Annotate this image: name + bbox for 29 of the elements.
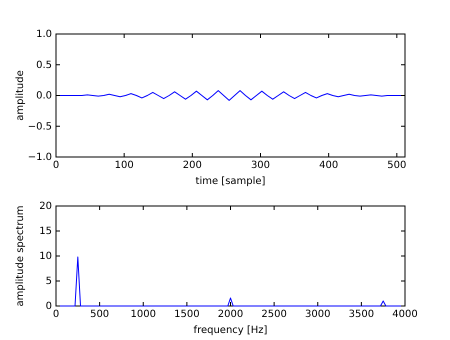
x-tick-label: 500 (387, 160, 406, 172)
x-tick-label: 500 (90, 309, 110, 320)
x-tick-label: 3500 (348, 309, 374, 320)
y-tick-label: 5 (46, 276, 52, 288)
x-tick-label: 2000 (218, 309, 244, 320)
x-axis-title: time [sample] (196, 176, 266, 187)
x-tick-label: 4000 (392, 309, 418, 320)
y-axis-title: amplitude spectrum (15, 205, 26, 307)
y-tick-label: 1.0 (36, 29, 52, 40)
x-tick-label: 1000 (130, 309, 156, 320)
x-tick-label: 300 (250, 160, 270, 172)
y-tick-label: 15 (39, 226, 52, 238)
y-tick-label: 0 (46, 301, 52, 312)
x-axis-title: frequency [Hz] (194, 325, 268, 336)
x-tick-label: 100 (114, 160, 134, 172)
x-tick-label: 3000 (305, 309, 330, 320)
y-tick-label: 0.5 (36, 60, 52, 71)
y-tick-label: −0.5 (28, 121, 52, 132)
x-tick-label: 1500 (174, 309, 200, 320)
y-axis-title: amplitude (15, 70, 26, 121)
x-tick-label: 2500 (261, 309, 287, 320)
y-tick-label: −1.0 (28, 152, 52, 164)
y-tick-label: 20 (39, 201, 52, 212)
y-tick-label: 10 (39, 251, 52, 262)
x-tick-label: 0 (52, 160, 60, 172)
x-tick-label: 200 (182, 160, 202, 172)
y-tick-label: 0.0 (36, 90, 52, 102)
x-tick-label: 400 (319, 160, 338, 172)
x-tick-label: 0 (52, 309, 60, 320)
